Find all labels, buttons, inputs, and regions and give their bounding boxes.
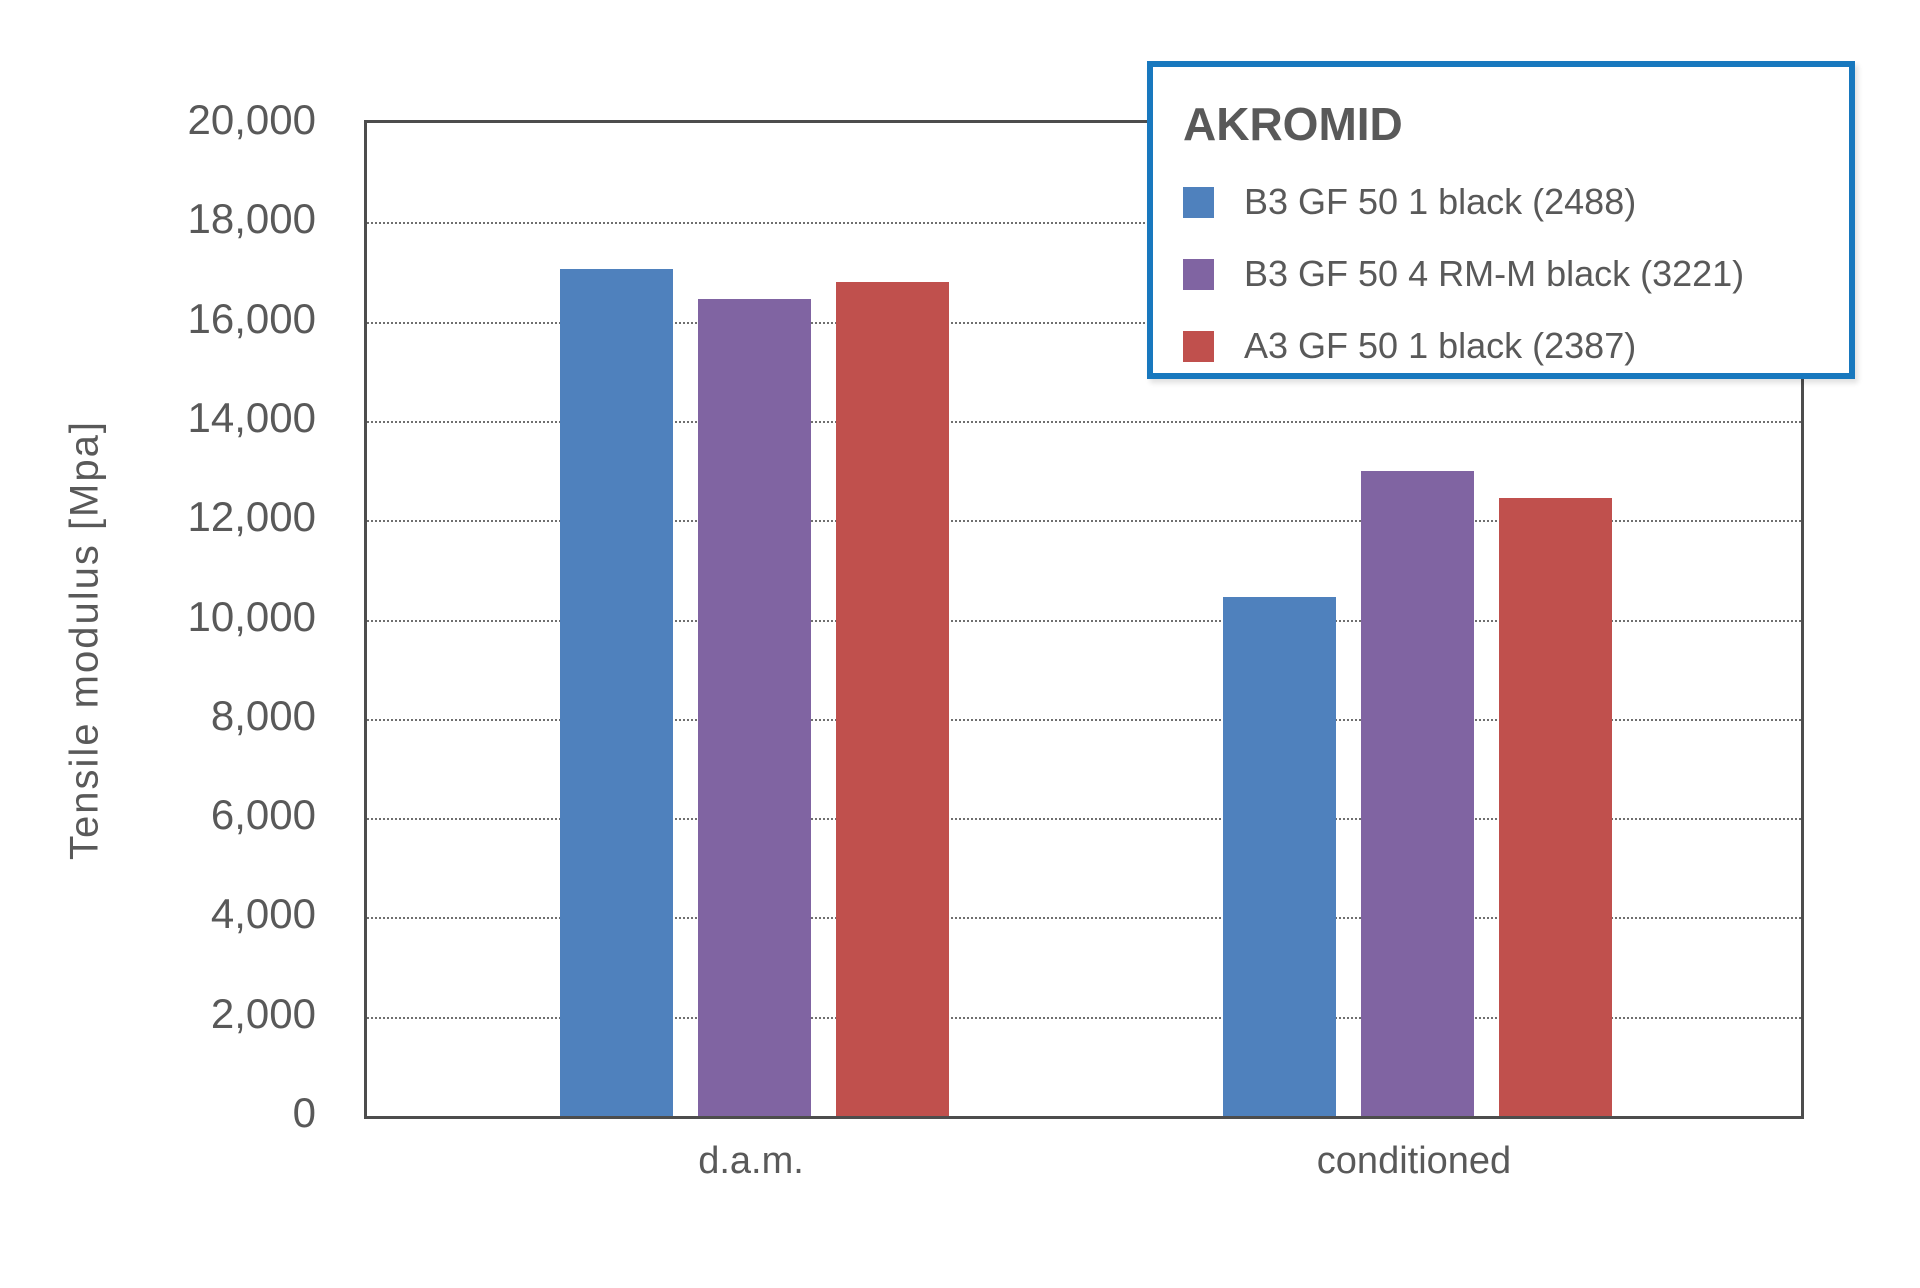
gridline-8000 — [367, 718, 1801, 721]
y-tick-label-6000: 6,000 — [210, 791, 316, 839]
bar-conditioned-series-2 — [1360, 470, 1474, 1116]
y-tick-label-12000: 12,000 — [187, 493, 316, 541]
gridline-4000 — [367, 917, 1801, 920]
legend-swatch-icon — [1183, 186, 1214, 218]
y-tick-label-10000: 10,000 — [187, 592, 316, 640]
plot-area — [364, 120, 1804, 1119]
y-tick-label-0: 0 — [292, 1089, 316, 1136]
bar-dam-series-3 — [835, 281, 949, 1116]
gridline-10000 — [367, 619, 1801, 622]
legend-title: AKROMID — [1183, 98, 1403, 150]
bar-conditioned-series-1 — [1222, 597, 1336, 1116]
legend: AKROMID B3 GF 50 1 black (2488) B3 GF 50 … — [1147, 61, 1855, 379]
y-tick-label-20000: 20,000 — [187, 96, 316, 143]
y-tick-label-14000: 14,000 — [187, 393, 316, 441]
legend-item-2: B3 GF 50 4 RM-M black (3221) — [1183, 253, 1819, 295]
legend-rows: B3 GF 50 1 black (2488) B3 GF 50 4 RM-M b… — [1183, 181, 1819, 367]
legend-swatch-icon — [1183, 330, 1214, 362]
x-category-label-2: conditioned — [1316, 1140, 1512, 1182]
gridline-12000 — [367, 520, 1801, 523]
gridline-2000 — [367, 1016, 1801, 1019]
y-tick-label-4000: 4,000 — [210, 890, 316, 938]
bar-conditioned-series-3 — [1498, 497, 1612, 1116]
legend-item-label: B3 GF 50 1 black (2488) — [1244, 181, 1637, 222]
legend-item-label: B3 GF 50 4 RM-M black (3221) — [1244, 253, 1745, 294]
x-category-label-1: d.a.m. — [698, 1140, 804, 1182]
y-tick-label-16000: 16,000 — [187, 294, 316, 342]
bar-dam-series-2 — [697, 299, 811, 1116]
gridline-16000 — [367, 321, 1801, 324]
legend-item-1: B3 GF 50 1 black (2488) — [1183, 181, 1819, 223]
gridline-6000 — [367, 818, 1801, 821]
gridline-18000 — [367, 222, 1801, 225]
y-tick-label-18000: 18,000 — [187, 195, 316, 243]
legend-item-label: A3 GF 50 1 black (2387) — [1244, 325, 1637, 366]
y-tick-label-8000: 8,000 — [210, 691, 316, 739]
y-tick-label-2000: 2,000 — [210, 989, 316, 1037]
legend-swatch-icon — [1183, 258, 1214, 290]
gridline-14000 — [367, 420, 1801, 423]
bar-dam-series-1 — [559, 269, 673, 1116]
legend-item-3: A3 GF 50 1 black (2387) — [1183, 325, 1819, 367]
